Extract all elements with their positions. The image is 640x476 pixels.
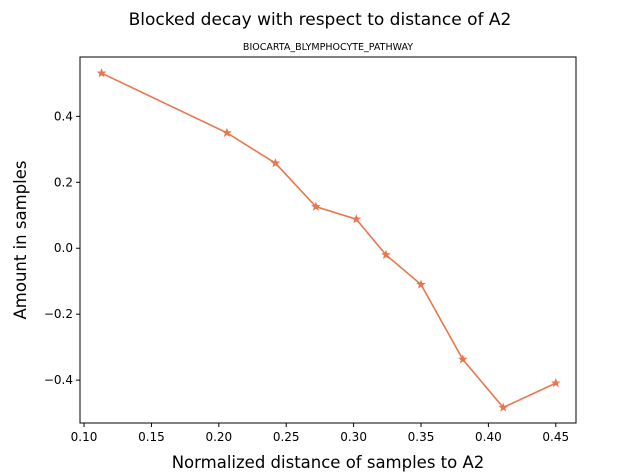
x-tick-label: 0.10 — [71, 430, 98, 444]
x-tick-label: 0.35 — [408, 430, 435, 444]
data-point-marker — [351, 214, 362, 224]
x-tick-label: 0.20 — [205, 430, 232, 444]
x-tick-label: 0.30 — [340, 430, 367, 444]
x-axis-ticks: 0.10 0.15 0.20 0.25 0.30 0.35 0.40 0.45 — [71, 423, 569, 444]
x-tick-label: 0.40 — [475, 430, 502, 444]
y-axis-label: Amount in samples — [11, 161, 30, 320]
chart-title: BIOCARTA_BLYMPHOCYTE_PATHWAY — [243, 42, 413, 53]
y-tick-label: 0.4 — [54, 109, 73, 123]
x-tick-label: 0.45 — [542, 430, 569, 444]
series-line — [101, 72, 557, 409]
data-point-marker — [311, 201, 321, 211]
y-tick-label: −0.2 — [44, 307, 73, 321]
data-point-marker — [96, 68, 107, 78]
y-tick-label: 0.2 — [54, 175, 73, 189]
series-markers — [96, 68, 561, 412]
plot-area-frame — [79, 56, 577, 424]
data-point-marker — [381, 249, 391, 259]
data-point-marker — [270, 158, 281, 168]
data-point-marker — [498, 402, 509, 412]
chart-suptitle: Blocked decay with respect to distance o… — [129, 10, 512, 30]
y-tick-label: −0.4 — [44, 373, 73, 387]
x-axis-label: Normalized distance of samples to A2 — [172, 453, 485, 472]
data-point-marker — [416, 279, 426, 289]
data-point-marker — [222, 127, 232, 137]
y-axis-ticks: −0.4 −0.2 0.0 0.2 0.4 — [44, 109, 80, 387]
y-tick-label: 0.0 — [54, 241, 73, 255]
data-point-marker — [457, 354, 468, 364]
data-point-marker — [550, 378, 561, 388]
x-tick-label: 0.25 — [273, 430, 300, 444]
x-tick-label: 0.15 — [138, 430, 165, 444]
